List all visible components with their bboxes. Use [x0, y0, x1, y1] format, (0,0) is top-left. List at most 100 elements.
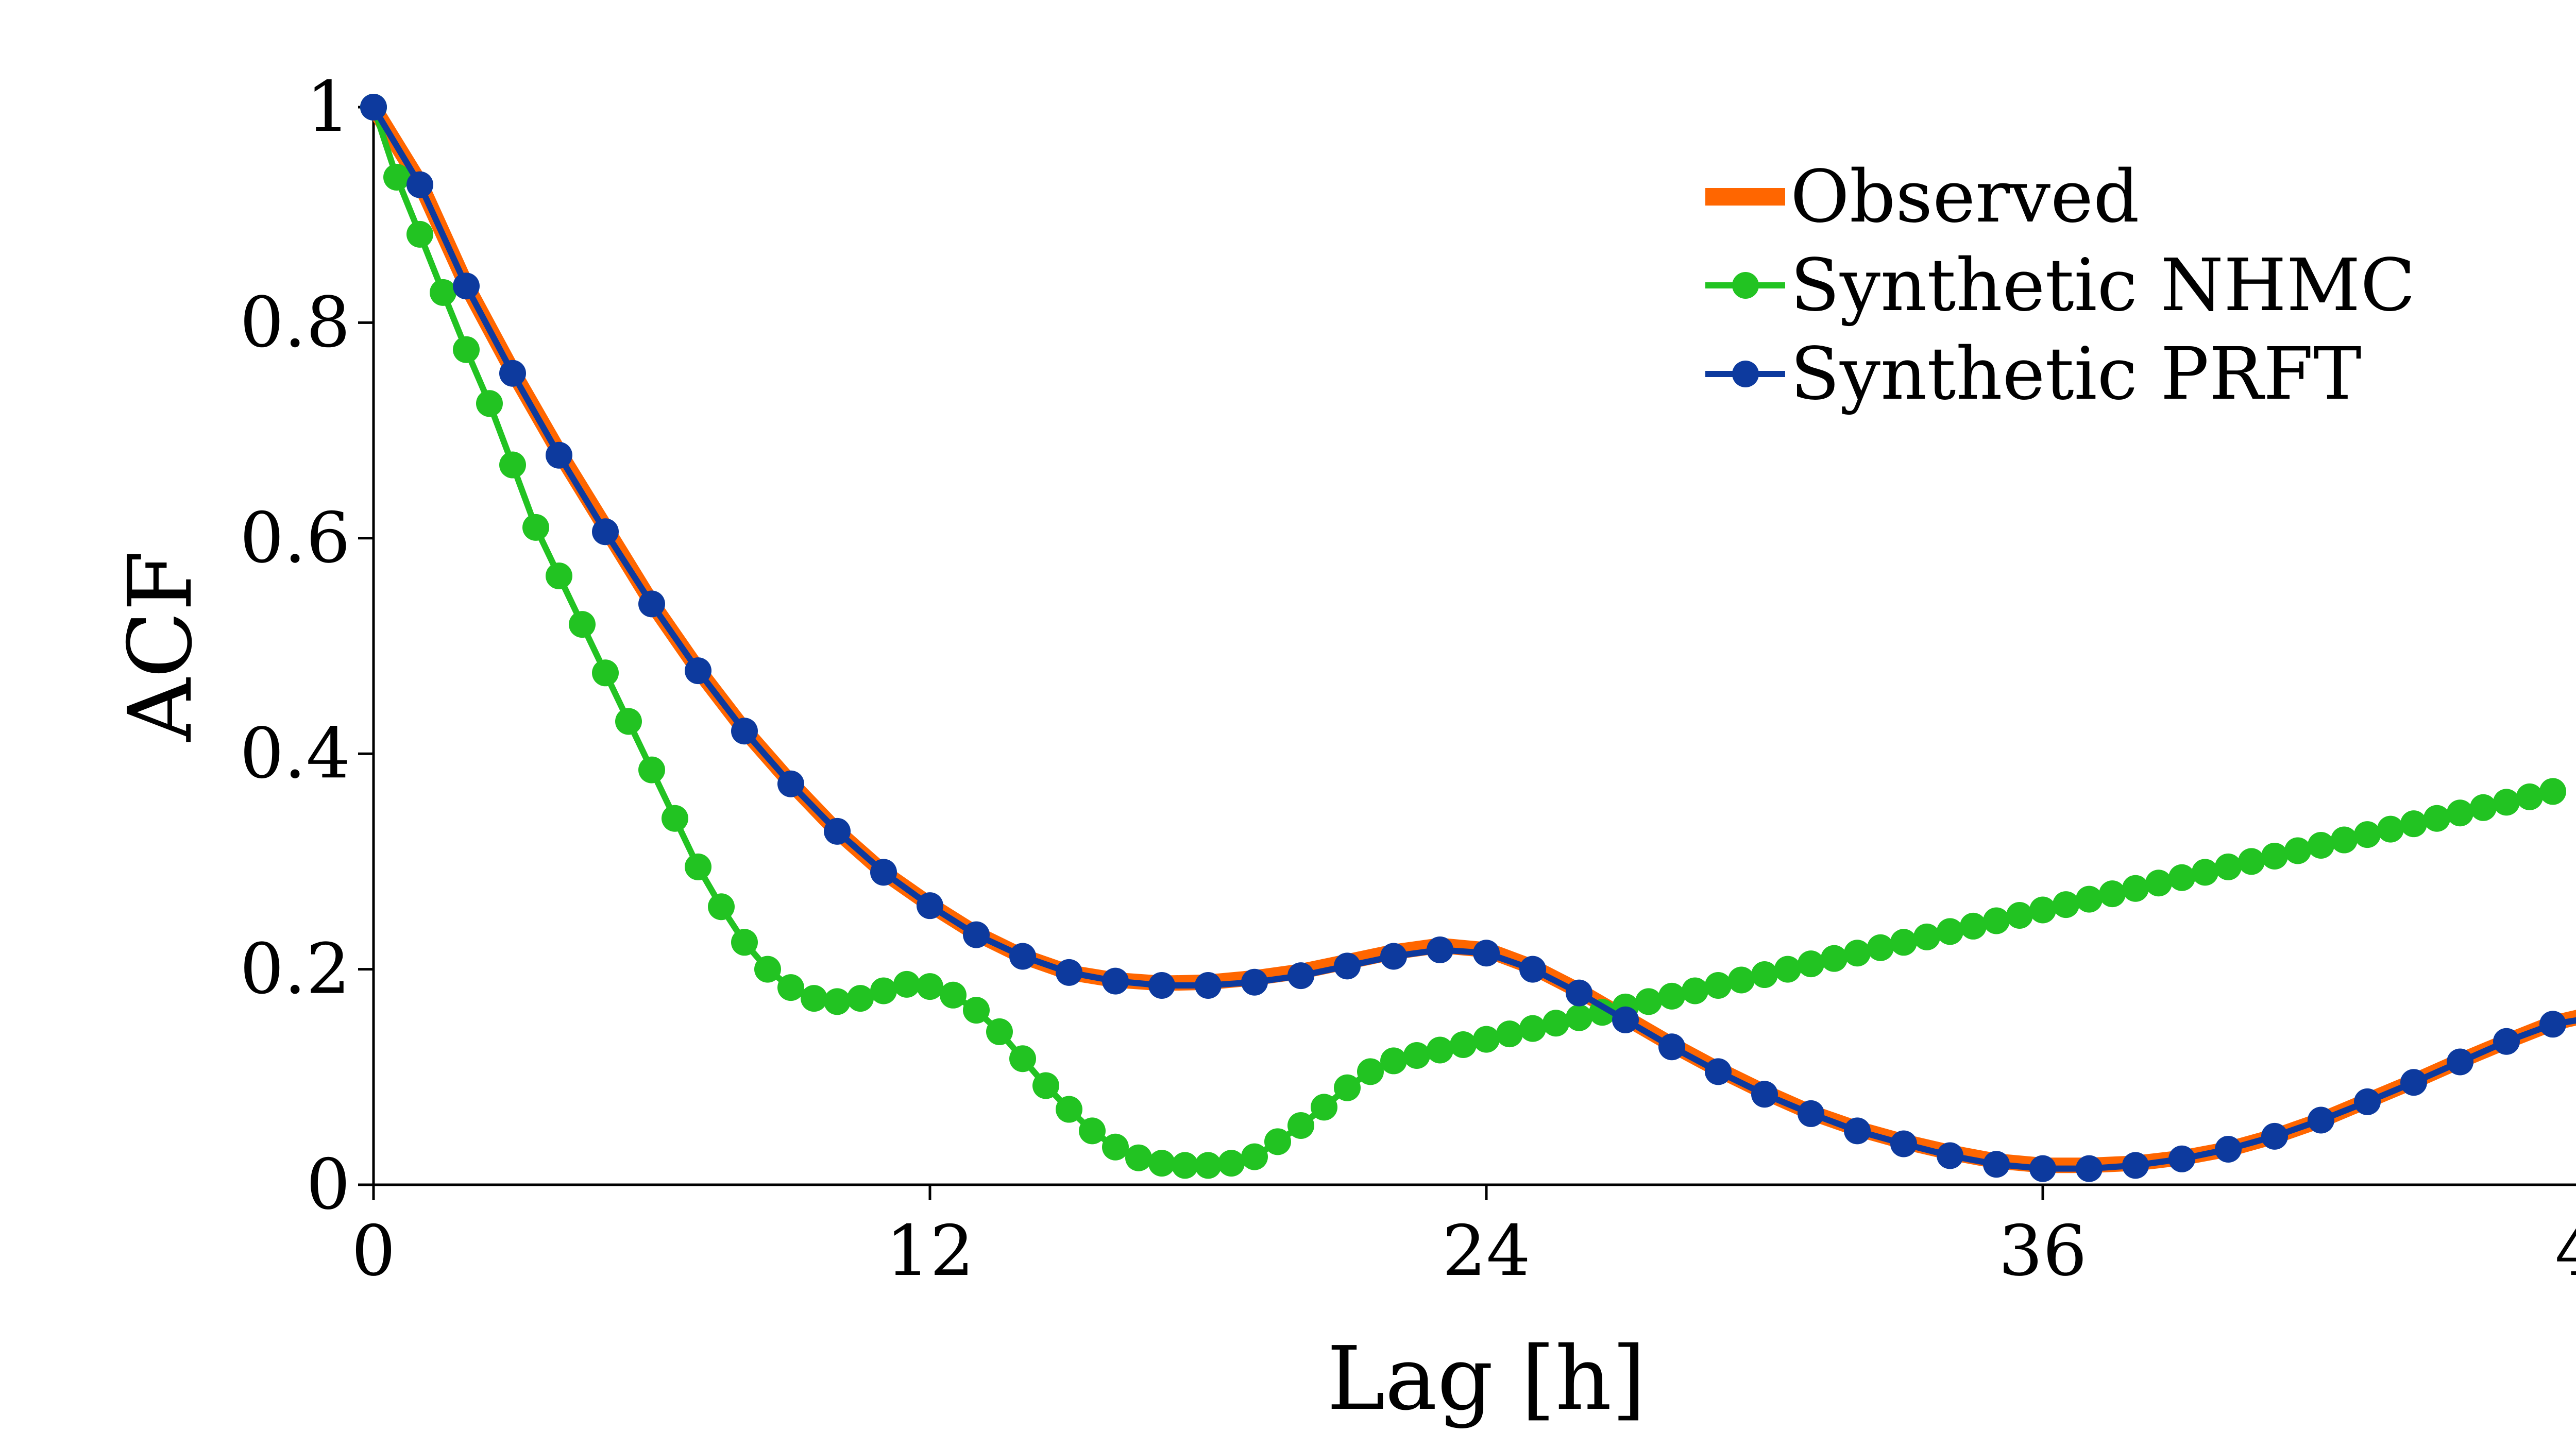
- data-point: [2076, 885, 2103, 913]
- legend-label: Synthetic NHMC: [1790, 244, 2415, 328]
- y-tick-label: 0.4: [240, 713, 350, 794]
- y-tick-label: 0: [306, 1144, 350, 1225]
- data-point: [2238, 848, 2265, 875]
- data-point: [430, 279, 456, 306]
- plot-area: [360, 94, 2576, 1182]
- data-point: [592, 659, 619, 687]
- data-point: [1125, 1144, 1152, 1171]
- data-point: [801, 985, 827, 1012]
- data-point: [2377, 815, 2404, 843]
- data-point: [1032, 1072, 1059, 1099]
- data-point: [2192, 859, 2218, 886]
- data-point: [1844, 1117, 1871, 1145]
- data-point: [2354, 1088, 2381, 1115]
- data-point: [1473, 940, 1500, 967]
- data-point: [1612, 1006, 1639, 1033]
- data-point: [1427, 1036, 1453, 1064]
- data-point: [2145, 870, 2172, 897]
- data-point: [2122, 875, 2149, 902]
- data-point: [2539, 778, 2566, 805]
- data-point: [592, 518, 619, 546]
- data-point: [2099, 880, 2126, 908]
- data-point: [1937, 918, 1963, 945]
- data-point: [847, 985, 874, 1012]
- data-point: [1658, 1033, 1685, 1061]
- y-tick-label: 0.6: [240, 498, 350, 578]
- data-point: [1867, 934, 1894, 961]
- data-point: [2400, 1069, 2427, 1096]
- data-point: [2539, 1011, 2566, 1038]
- data-point: [917, 892, 943, 919]
- data-point: [1102, 967, 1129, 995]
- data-point: [638, 756, 665, 783]
- tick-labels: 0 0.2 0.4 0.6 0.8 1 0 12 24 36 48: [240, 66, 2576, 1291]
- data-point: [2284, 837, 2311, 864]
- data-point: [2168, 864, 2195, 891]
- data-point: [1937, 1142, 1963, 1169]
- data-point: [2493, 789, 2520, 816]
- legend-marker: [1732, 272, 1759, 299]
- data-point: [2006, 902, 2033, 929]
- legend-item: Observed: [1705, 155, 2140, 239]
- data-point: [1079, 1117, 1106, 1145]
- data-point: [731, 929, 758, 956]
- data-point: [383, 163, 410, 191]
- data-point: [1960, 912, 1987, 940]
- x-tick-label: 0: [351, 1211, 396, 1291]
- data-point: [1334, 952, 1361, 980]
- data-point: [1890, 929, 1917, 956]
- data-point: [1658, 982, 1685, 1010]
- data-point: [1148, 1150, 1175, 1177]
- data-point: [685, 657, 711, 685]
- data-point: [1519, 1015, 1546, 1042]
- data-point: [360, 94, 387, 121]
- x-axis-title: Lag [h]: [1327, 1328, 1646, 1430]
- data-point: [499, 360, 526, 387]
- data-point: [569, 611, 596, 638]
- data-point: [522, 514, 549, 541]
- data-point: [2308, 1106, 2334, 1134]
- data-point: [731, 718, 758, 745]
- data-point: [2447, 1048, 2473, 1076]
- data-point: [2029, 896, 2056, 924]
- data-point: [1334, 1074, 1361, 1101]
- data-point: [406, 171, 433, 198]
- data-point: [1218, 1150, 1245, 1177]
- data-point: [708, 893, 735, 921]
- data-point: [1496, 1020, 1523, 1048]
- data-point: [2053, 891, 2079, 918]
- data-point: [453, 272, 480, 300]
- data-point: [546, 441, 572, 469]
- data-point: [476, 390, 503, 417]
- legend-item: Synthetic PRFT: [1705, 332, 2362, 416]
- data-point: [2516, 783, 2543, 810]
- data-point: [1473, 1026, 1500, 1053]
- data-point: [1774, 956, 1801, 983]
- data-point: [893, 970, 920, 998]
- data-point: [2308, 832, 2334, 859]
- data-point: [2168, 1145, 2195, 1172]
- data-point: [777, 974, 804, 1001]
- data-point: [662, 805, 688, 832]
- data-point: [2400, 810, 2427, 838]
- data-point: [1380, 1047, 1407, 1075]
- data-point: [754, 956, 781, 983]
- data-point: [1682, 977, 1708, 1004]
- data-point: [1357, 1058, 1384, 1085]
- data-point: [1195, 1152, 1222, 1179]
- legend-marker: [1732, 361, 1759, 387]
- data-point: [1009, 943, 1036, 970]
- x-tick-label: 12: [886, 1211, 974, 1291]
- data-point: [2447, 799, 2473, 827]
- series-synthetic-prft: [360, 94, 2576, 1182]
- data-point: [1287, 962, 1314, 990]
- data-point: [1380, 943, 1407, 970]
- data-point: [1450, 1031, 1477, 1059]
- data-point: [963, 997, 990, 1024]
- data-point: [1890, 1130, 1917, 1157]
- data-point: [824, 988, 851, 1015]
- data-point: [1148, 972, 1175, 999]
- y-tick-label: 1: [306, 66, 350, 147]
- data-point: [2493, 1028, 2520, 1055]
